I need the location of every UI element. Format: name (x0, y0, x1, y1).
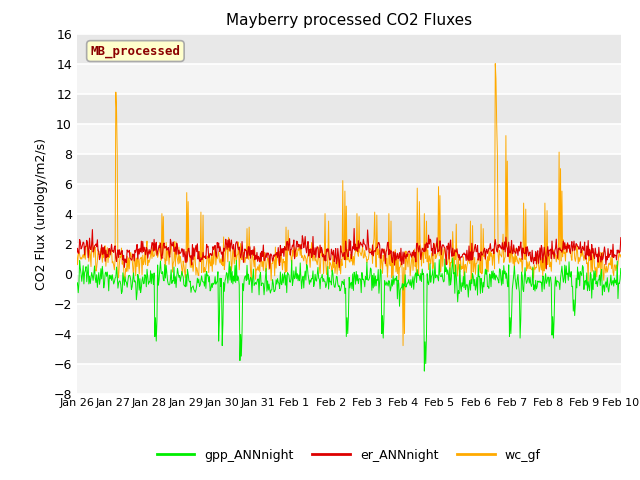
wc_gf (492, 60, 499, 66)
gpp_ANNnight (137, 290, 145, 296)
Text: MB_processed: MB_processed (90, 44, 180, 58)
Line: er_ANNnight: er_ANNnight (77, 228, 621, 269)
wc_gf (399, 343, 407, 348)
wc_gf (237, 240, 244, 246)
wc_gf (264, 255, 271, 261)
wc_gf (284, 227, 292, 233)
er_ANNnight (436, 238, 444, 244)
wc_gf (73, 251, 81, 257)
Line: wc_gf: wc_gf (77, 63, 621, 346)
Title: Mayberry processed CO2 Fluxes: Mayberry processed CO2 Fluxes (226, 13, 472, 28)
gpp_ANNnight (264, 278, 271, 284)
er_ANNnight (264, 250, 271, 256)
wc_gf (436, 192, 444, 199)
wc_gf (137, 255, 145, 261)
gpp_ANNnight (237, 332, 244, 337)
gpp_ANNnight (617, 265, 625, 271)
gpp_ANNnight (420, 368, 428, 374)
Bar (77, 364, 621, 394)
gpp_ANNnight (284, 271, 292, 276)
er_ANNnight (617, 235, 625, 240)
er_ANNnight (237, 255, 244, 261)
gpp_ANNnight (449, 255, 456, 261)
er_ANNnight (284, 248, 292, 253)
Line: gpp_ANNnight: gpp_ANNnight (77, 258, 621, 371)
er_ANNnight (543, 266, 550, 272)
gpp_ANNnight (405, 276, 413, 282)
gpp_ANNnight (436, 272, 444, 278)
Y-axis label: CO2 Flux (urology/m2/s): CO2 Flux (urology/m2/s) (35, 138, 48, 289)
er_ANNnight (137, 249, 145, 255)
Bar (77, 63, 621, 94)
Bar (77, 303, 621, 334)
wc_gf (406, 252, 413, 258)
gpp_ANNnight (73, 282, 81, 288)
er_ANNnight (73, 249, 81, 255)
wc_gf (617, 252, 625, 258)
er_ANNnight (350, 226, 358, 231)
er_ANNnight (406, 248, 413, 254)
Bar (77, 243, 621, 274)
Legend: gpp_ANNnight, er_ANNnight, wc_gf: gpp_ANNnight, er_ANNnight, wc_gf (152, 444, 546, 467)
Bar (77, 123, 621, 154)
Bar (77, 183, 621, 214)
